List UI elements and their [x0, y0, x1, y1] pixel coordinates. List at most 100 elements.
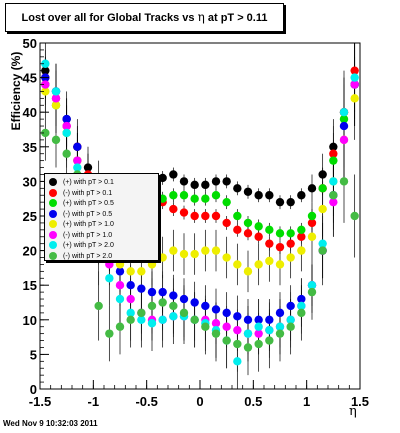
- x-tick-label: 0: [196, 394, 203, 409]
- data-point: [137, 308, 146, 318]
- data-point: [243, 343, 253, 352]
- chart-title-suffix: at pT > 0.11: [207, 12, 268, 24]
- data-point: [233, 339, 242, 349]
- data-point: [297, 191, 306, 200]
- data-point: [190, 180, 199, 190]
- y-tick-label: 30: [23, 174, 37, 189]
- data-point: [265, 336, 274, 345]
- data-point: [51, 94, 61, 103]
- y-tick-label: 40: [23, 105, 37, 120]
- data-point: [350, 73, 359, 82]
- data-point: [169, 312, 178, 321]
- data-point: [297, 232, 306, 241]
- data-point: [275, 197, 285, 207]
- data-point: [158, 315, 167, 324]
- data-point: [233, 225, 242, 235]
- data-point: [105, 274, 114, 283]
- data-point: [222, 253, 231, 262]
- data-point: [286, 253, 295, 262]
- x-tick-label: -0.5: [135, 394, 157, 409]
- data-point: [222, 308, 231, 318]
- y-tick-label: 25: [23, 209, 37, 224]
- data-point: [339, 108, 349, 117]
- data-point: [233, 211, 242, 221]
- data-point: [190, 211, 199, 221]
- data-point: [201, 211, 210, 221]
- data-point: [318, 246, 327, 255]
- data-point: [243, 329, 253, 338]
- data-point: [41, 66, 50, 75]
- axes: -1.5 -1 -0.5 0 0.5 1 1.5 0 5 10 15 20 25 30 35 40 45 50: [23, 36, 370, 409]
- y-tick-label: 5: [30, 347, 37, 362]
- chart-title-symbol: η: [197, 10, 205, 24]
- data-point: [126, 281, 135, 290]
- legend-marker: [49, 199, 57, 208]
- data-point: [41, 59, 50, 68]
- data-point: [243, 315, 253, 324]
- data-point: [158, 194, 167, 203]
- data-point: [318, 239, 327, 248]
- legend-label: (-) with pT > 2.0: [63, 252, 113, 260]
- data-point: [297, 308, 306, 318]
- legend-entry: (+) with pT > 2.0: [49, 240, 114, 251]
- data-point: [211, 177, 221, 186]
- x-axis-label: η: [349, 404, 357, 419]
- data-point: [115, 294, 125, 304]
- data-point: [350, 66, 359, 75]
- data-point: [126, 308, 135, 318]
- data-point: [62, 114, 71, 124]
- data-point: [169, 191, 178, 200]
- data-point: [126, 294, 135, 304]
- data-point: [169, 204, 178, 214]
- legend-marker: [49, 209, 57, 218]
- data-point: [275, 322, 285, 331]
- data-point: [318, 170, 327, 179]
- data-point: [94, 301, 103, 311]
- data-point: [254, 339, 263, 349]
- data-point: [73, 163, 82, 172]
- data-point: [339, 135, 349, 145]
- data-point: [201, 322, 210, 331]
- data-point: [297, 246, 306, 255]
- data-point: [265, 315, 274, 324]
- data-point: [62, 128, 71, 138]
- data-point: [222, 197, 231, 207]
- data-point: [233, 184, 242, 193]
- y-axis-label: Efficiency (%): [9, 51, 23, 131]
- y-tick-label: 45: [23, 71, 37, 86]
- data-point: [254, 260, 263, 269]
- data-point: [265, 191, 274, 200]
- data-point: [211, 191, 221, 200]
- chart-title-prefix: Lost over all for Global Tracks vs: [21, 12, 195, 24]
- data-point: [318, 184, 327, 193]
- data-point: [233, 260, 242, 269]
- data-point: [286, 239, 295, 248]
- data-point: [307, 184, 317, 193]
- y-tick-label: 50: [23, 36, 37, 51]
- data-point: [243, 187, 253, 196]
- y-tick-label: 15: [23, 278, 37, 293]
- data-point: [51, 135, 61, 145]
- legend-marker: [49, 188, 57, 197]
- data-point: [105, 260, 114, 269]
- data-point: [147, 260, 157, 269]
- data-point: [265, 225, 274, 235]
- data-point: [286, 197, 295, 207]
- data-point: [115, 260, 125, 269]
- data-point: [211, 246, 221, 255]
- legend-label: (+) with pT > 0.5: [63, 200, 114, 207]
- data-point: [350, 94, 359, 103]
- data-point: [73, 156, 82, 165]
- data-point: [275, 229, 285, 238]
- data-point: [158, 253, 167, 262]
- data-point: [211, 319, 221, 328]
- legend: (+) with pT > 0.1 (-) with pT > 0.1 (+) wi…: [44, 173, 159, 261]
- data-point: [329, 197, 338, 207]
- data-point: [222, 336, 231, 345]
- data-point: [41, 128, 50, 138]
- data-point: [339, 114, 349, 124]
- data-point: [307, 211, 317, 221]
- legend-marker: [49, 178, 57, 187]
- data-point: [201, 301, 210, 311]
- legend-entry: (-) with pT > 0.5: [49, 209, 112, 220]
